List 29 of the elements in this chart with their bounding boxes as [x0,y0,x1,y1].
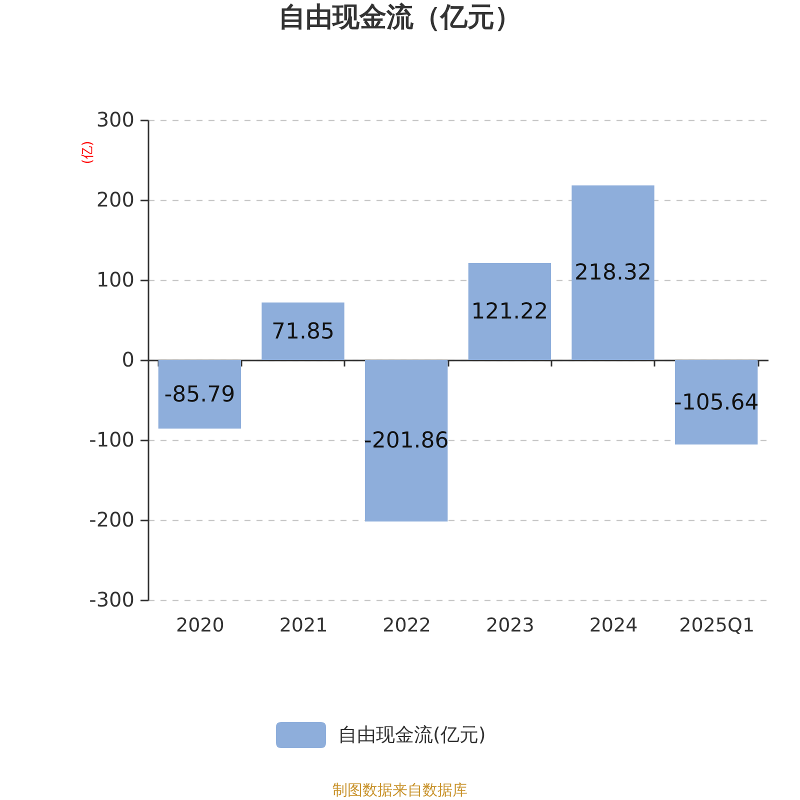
bar [675,360,758,445]
data-label: -201.86 [364,428,449,454]
y-tick-label: 100 [96,268,134,292]
y-axis-title: (亿) [80,140,96,164]
y-tick-label: -200 [89,508,134,532]
bar [262,302,344,360]
y-tick-label: -300 [89,588,134,612]
x-tick-label: 2024 [589,614,638,636]
data-label: 71.85 [272,319,334,344]
x-tick-label: 2025Q1 [679,614,755,636]
data-label: -85.79 [164,382,236,408]
data-label: -105.64 [674,390,759,416]
data-label: 121.22 [471,300,548,325]
x-tick-label: 2022 [382,614,432,636]
y-tick-label: 0 [122,348,134,372]
chart-title: 自由现金流（亿元） [278,2,522,33]
bar [572,185,654,360]
x-tick-label: 2023 [486,614,534,636]
y-tick-label: 200 [96,188,134,212]
x-tick-label: 2021 [279,614,328,636]
data-label: 218.32 [574,260,652,286]
y-tick-label: -100 [89,428,134,452]
bar [468,263,551,360]
x-tick-label: 2020 [176,614,224,636]
legend-label: 自由现金流(亿元) [338,724,486,746]
bar [158,360,241,429]
bar [365,360,448,522]
text: 制图数据来自数据库 [332,781,468,799]
y-tick-label: 300 [96,108,134,132]
